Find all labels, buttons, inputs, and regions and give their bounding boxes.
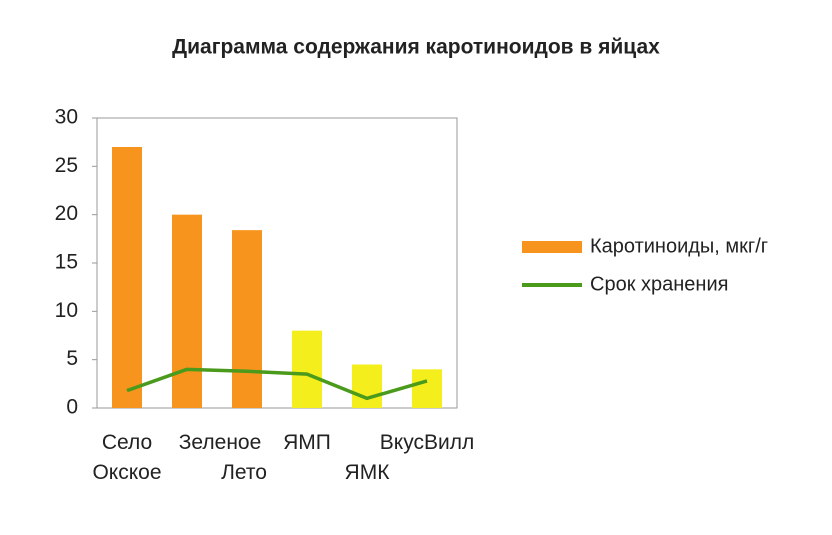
y-tick-label: 30 (55, 106, 78, 129)
legend-swatch (522, 241, 582, 253)
y-tick-label: 15 (55, 251, 78, 274)
bar (112, 147, 142, 408)
y-tick-label: 25 (55, 154, 78, 177)
y-tick-label: 5 (66, 347, 78, 370)
x-tick-label: ВкусВилл (380, 431, 474, 454)
bar (352, 364, 382, 408)
bar (412, 369, 442, 408)
y-tick-label: 0 (66, 396, 78, 419)
legend-label: Каротиноиды, мкг/г (590, 235, 768, 257)
legend-label: Срок хранения (590, 273, 728, 295)
y-tick-label: 10 (55, 299, 78, 322)
x-tick-label: ЯМП (283, 431, 331, 454)
plot-frame (96, 117, 458, 409)
x-tick-label: Зеленое (179, 431, 262, 454)
bar (172, 214, 202, 408)
bar (232, 230, 262, 408)
x-tick-label: Село Окское (92, 431, 161, 484)
line (126, 367, 428, 401)
x-tick-label: Лето (221, 461, 267, 484)
chart-title: Диаграмма содержания каротиноидов в яйца… (172, 36, 660, 59)
x-tick-label: ЯМК (345, 461, 391, 484)
bar (292, 330, 322, 408)
y-tick-label: 20 (55, 202, 78, 225)
